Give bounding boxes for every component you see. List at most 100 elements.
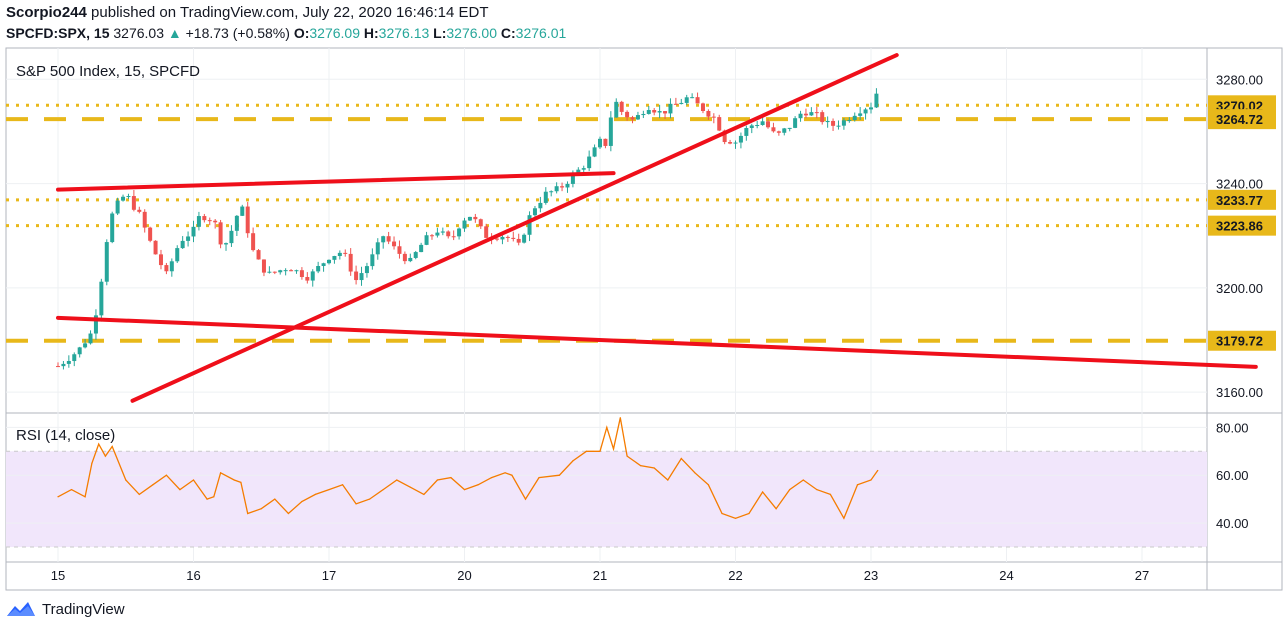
candle-body bbox=[630, 117, 635, 120]
rsi-point bbox=[369, 498, 371, 500]
rsi-line bbox=[57, 417, 879, 520]
candle-body bbox=[576, 169, 581, 174]
price-level-badge bbox=[1208, 215, 1276, 236]
rsi-point bbox=[538, 477, 540, 479]
candle-body bbox=[121, 196, 126, 201]
candle-body bbox=[359, 273, 364, 281]
trendline bbox=[130, 53, 899, 403]
candle-body bbox=[256, 250, 261, 260]
trendline bbox=[56, 171, 616, 192]
candle-body bbox=[565, 183, 570, 188]
rsi-point bbox=[138, 493, 140, 495]
candle-body bbox=[744, 127, 749, 136]
low-label: L: bbox=[433, 25, 447, 41]
candle-body bbox=[511, 237, 516, 239]
candle-body bbox=[538, 202, 543, 209]
candle-body bbox=[191, 226, 196, 237]
candle-body bbox=[126, 196, 131, 198]
symbol-line: SPCFD:SPX, 15 3276.03 ▲ +18.73 (+0.58%) … bbox=[6, 25, 566, 41]
up-arrow-icon: ▲ bbox=[167, 25, 182, 41]
candle-body bbox=[424, 235, 429, 245]
candle-body bbox=[869, 107, 873, 110]
footer: TradingView bbox=[6, 600, 125, 618]
rsi-point bbox=[423, 493, 425, 495]
candle-body bbox=[858, 113, 863, 116]
candle-body bbox=[711, 116, 716, 118]
rsi-point bbox=[524, 498, 527, 500]
symbol-label[interactable]: SPCFD:SPX, 15 bbox=[6, 25, 110, 41]
brand-name[interactable]: TradingView bbox=[42, 600, 125, 618]
candle-body bbox=[153, 240, 158, 255]
rsi-point bbox=[240, 481, 242, 483]
rsi-point bbox=[260, 508, 262, 510]
candle-body bbox=[825, 120, 830, 123]
candle-body bbox=[841, 120, 846, 126]
candle-body bbox=[207, 220, 212, 222]
candle-body bbox=[587, 156, 592, 169]
candle-body bbox=[646, 110, 651, 114]
rsi-tick-label: 80.00 bbox=[1216, 420, 1249, 435]
rsi-point bbox=[775, 508, 777, 510]
candle-body bbox=[495, 238, 500, 240]
candle-body bbox=[522, 234, 527, 243]
candle-body bbox=[104, 242, 109, 282]
x-tick-label: 21 bbox=[593, 568, 607, 583]
candle-body bbox=[283, 270, 288, 272]
price-level-badge bbox=[1208, 109, 1276, 130]
candle-body bbox=[267, 271, 272, 273]
candle-body bbox=[570, 173, 575, 184]
rsi-point bbox=[125, 479, 127, 481]
candle-body bbox=[820, 112, 825, 123]
rsi-point bbox=[233, 479, 235, 481]
candle-body bbox=[863, 109, 868, 114]
rsi-point bbox=[355, 503, 357, 505]
rsi-point bbox=[314, 493, 317, 495]
candle-body bbox=[598, 138, 602, 148]
low-value: 3276.00 bbox=[446, 25, 497, 41]
candle-body bbox=[690, 97, 695, 99]
candle-body bbox=[608, 117, 613, 146]
candle-body bbox=[852, 115, 857, 121]
candle-body bbox=[603, 138, 608, 146]
chart-frame bbox=[5, 47, 1283, 591]
rsi-point bbox=[762, 491, 764, 493]
rsi-point bbox=[206, 498, 208, 500]
rsi-point bbox=[341, 484, 344, 486]
x-tick-label: 24 bbox=[999, 568, 1013, 583]
candle-body bbox=[213, 220, 218, 223]
rsi-point bbox=[491, 477, 493, 479]
x-tick-label: 23 bbox=[864, 568, 878, 583]
author-name[interactable]: Scorpio244 bbox=[6, 4, 87, 21]
rsi-point bbox=[640, 465, 642, 467]
candle-body bbox=[348, 253, 353, 272]
rsi-tick-label: 60.00 bbox=[1216, 468, 1249, 483]
candle-body bbox=[462, 220, 467, 229]
candle-body bbox=[679, 102, 684, 105]
candle-body bbox=[478, 219, 483, 227]
candle-body bbox=[614, 101, 619, 118]
candle-body bbox=[110, 213, 115, 243]
candle-body bbox=[706, 110, 711, 117]
candle-body bbox=[695, 97, 700, 104]
candle-body bbox=[771, 127, 776, 132]
candle-body bbox=[316, 265, 321, 272]
candle-body bbox=[56, 366, 60, 368]
last-price: 3276.03 bbox=[113, 25, 164, 41]
trendline bbox=[56, 315, 1258, 369]
rsi-point bbox=[409, 486, 411, 488]
candle-body bbox=[337, 252, 342, 257]
candle-body bbox=[766, 121, 771, 128]
candle-body bbox=[381, 236, 386, 243]
candle-body bbox=[657, 111, 662, 113]
rsi-point bbox=[877, 469, 879, 472]
rsi-point bbox=[599, 450, 601, 452]
candle-body bbox=[527, 215, 532, 235]
candle-body bbox=[505, 236, 510, 238]
candle-body bbox=[733, 142, 738, 144]
candle-body bbox=[375, 242, 380, 255]
x-tick-label: 20 bbox=[457, 568, 471, 583]
candle-body bbox=[137, 209, 142, 212]
candle-body bbox=[798, 113, 803, 119]
candle-body bbox=[99, 281, 104, 316]
